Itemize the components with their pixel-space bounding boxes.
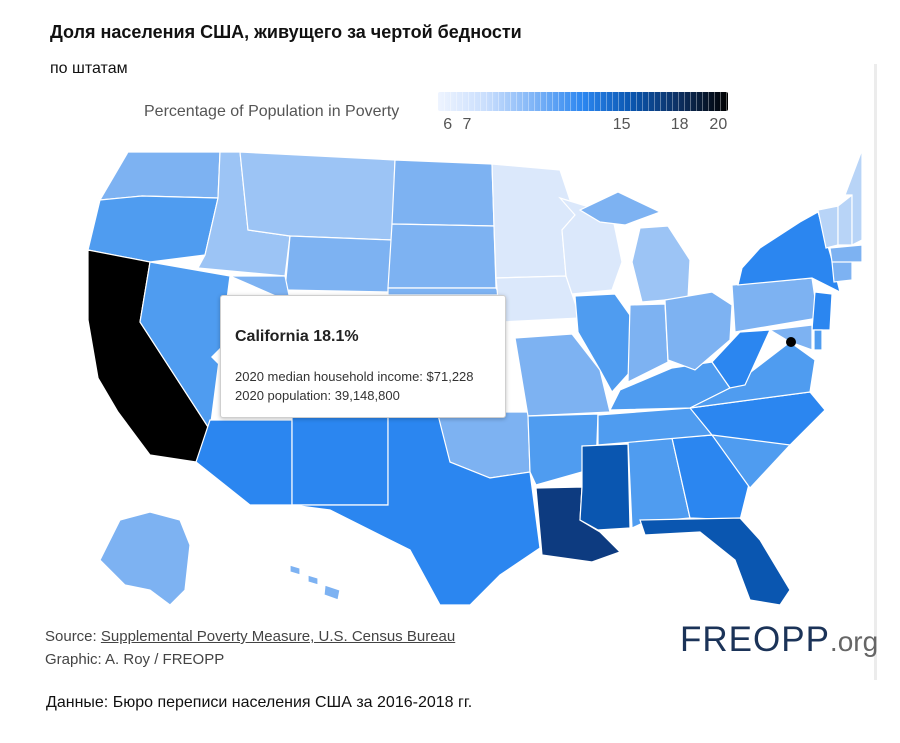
panel-edge: [874, 64, 877, 680]
state-missouri[interactable]: [514, 333, 611, 417]
chart-title: Доля населения США, живущего за чертой б…: [50, 22, 522, 42]
logo-suffix: .org: [829, 626, 879, 657]
state-maine[interactable]: [844, 150, 863, 246]
state-michigan-upper[interactable]: [578, 191, 662, 226]
state-oregon[interactable]: [87, 195, 219, 263]
legend-tick: 6: [443, 116, 453, 133]
state-alaska[interactable]: [99, 511, 191, 606]
state-arizona[interactable]: [195, 419, 293, 506]
state-tooltip: California 18.1% 2020 median household i…: [220, 295, 506, 418]
source-prefix: Source:: [45, 628, 101, 645]
logo-main: FREOPP: [680, 620, 830, 659]
state-michigan[interactable]: [631, 225, 691, 303]
freopp-logo: FREOPP.org: [680, 620, 878, 660]
tooltip-population: 2020 population: 39,148,800: [235, 388, 400, 403]
state-florida[interactable]: [639, 517, 791, 606]
source-line: Source: Supplemental Poverty Measure, U.…: [45, 628, 455, 645]
state-new-jersey[interactable]: [811, 291, 833, 331]
legend-tick: 18: [670, 116, 689, 133]
data-note: Данные: Бюро переписи населения США за 2…: [46, 694, 473, 711]
source-link[interactable]: Supplemental Poverty Measure, U.S. Censu…: [100, 628, 456, 645]
state-connecticut[interactable]: [831, 259, 853, 283]
state-arkansas[interactable]: [527, 413, 599, 486]
state-hawaii[interactable]: [289, 564, 341, 601]
graphic-credit: Graphic: A. Roy / FREOPP: [45, 651, 225, 668]
dc-marker[interactable]: [786, 337, 796, 347]
state-new-hampshire[interactable]: [837, 193, 853, 246]
tooltip-title: California 18.1%: [235, 328, 359, 345]
legend-tick: 15: [612, 116, 631, 133]
state-washington[interactable]: [98, 151, 221, 201]
state-wyoming[interactable]: [284, 235, 393, 293]
state-ohio[interactable]: [664, 291, 733, 371]
tooltip-pointer: [211, 347, 221, 367]
chart-subtitle: по штатам: [50, 60, 128, 77]
state-illinois[interactable]: [574, 293, 633, 394]
legend-color-bar: [438, 92, 728, 111]
state-minnesota[interactable]: [491, 163, 576, 279]
legend-label: Percentage of Population in Poverty: [144, 103, 400, 120]
state-north-dakota[interactable]: [391, 159, 495, 227]
state-iowa[interactable]: [495, 275, 581, 323]
legend-tick: 20: [709, 116, 728, 133]
tooltip-income: 2020 median household income: $71,228: [235, 369, 474, 384]
state-massachusetts[interactable]: [829, 244, 863, 263]
us-poverty-map: [87, 150, 863, 606]
state-delaware[interactable]: [813, 329, 823, 351]
state-pennsylvania[interactable]: [731, 277, 819, 333]
state-south-dakota[interactable]: [387, 223, 497, 289]
state-texas[interactable]: [291, 414, 541, 606]
state-west-virginia[interactable]: [711, 329, 771, 389]
state-indiana[interactable]: [627, 303, 669, 383]
state-new-mexico[interactable]: [291, 414, 389, 506]
legend-tick: 7: [462, 116, 472, 133]
state-nebraska[interactable]: [387, 287, 502, 296]
state-montana[interactable]: [239, 151, 396, 241]
state-mississippi[interactable]: [579, 443, 631, 531]
state-virginia[interactable]: [689, 341, 816, 409]
